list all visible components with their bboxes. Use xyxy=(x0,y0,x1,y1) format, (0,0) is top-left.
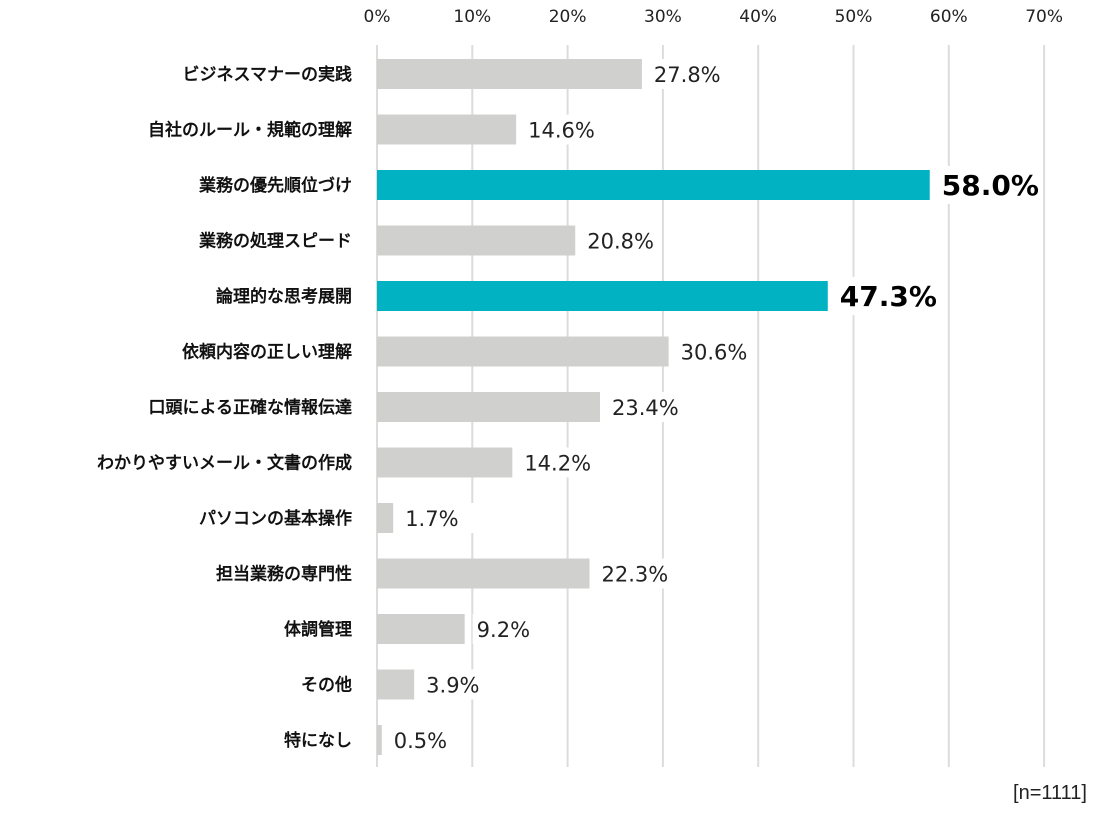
x-tick-label: 60% xyxy=(930,7,968,27)
bar xyxy=(377,503,394,533)
value-label-background xyxy=(649,59,728,89)
category-label: 特になし xyxy=(284,730,352,751)
x-tick-label: 10% xyxy=(453,7,491,27)
category-label: 自社のルール・規範の理解 xyxy=(148,120,352,141)
value-label-background xyxy=(401,503,480,533)
category-label: 担当業務の専門性 xyxy=(216,564,352,585)
value-label-background xyxy=(472,614,551,644)
bar xyxy=(377,59,642,89)
bar xyxy=(377,669,415,700)
value-label: 3.9% xyxy=(426,674,479,698)
value-label-background xyxy=(937,166,1043,204)
bar xyxy=(377,614,465,644)
value-label-background xyxy=(676,336,755,367)
value-label: 47.3% xyxy=(840,280,937,313)
value-label-background xyxy=(520,447,599,478)
bar xyxy=(377,447,513,478)
category-label: パソコンの基本操作 xyxy=(199,508,352,529)
value-label: 9.2% xyxy=(477,618,530,642)
value-label: 23.4% xyxy=(612,396,679,420)
value-label: 14.6% xyxy=(528,119,595,143)
value-label: 1.7% xyxy=(405,507,458,531)
value-label-background xyxy=(524,114,603,145)
value-label: 58.0% xyxy=(942,169,1039,202)
value-label-background xyxy=(597,558,676,589)
sample-size-note: [n=1111] xyxy=(1013,782,1087,804)
bar xyxy=(377,336,669,367)
category-label: 体調管理 xyxy=(284,619,352,640)
value-label: 30.6% xyxy=(681,341,748,365)
value-label: 27.8% xyxy=(654,63,721,87)
category-label: ビジネスマナーの実践 xyxy=(183,64,353,85)
category-label: 論理的な思考展開 xyxy=(216,286,352,307)
bar xyxy=(377,114,517,145)
value-label-background xyxy=(608,392,687,422)
bar xyxy=(377,225,576,256)
x-tick-label: 30% xyxy=(644,7,682,27)
bar xyxy=(377,558,590,589)
category-label: その他 xyxy=(301,675,352,696)
value-label-background xyxy=(835,277,941,315)
bar xyxy=(377,281,828,311)
category-label: 依頼内容の正しい理解 xyxy=(182,342,352,363)
category-label: わかりやすいメール・文書の作成 xyxy=(97,453,352,474)
bar xyxy=(377,725,382,755)
value-label-background xyxy=(583,225,662,256)
bar xyxy=(377,170,930,200)
bar xyxy=(377,392,601,422)
x-tick-label: 0% xyxy=(364,7,391,27)
x-tick-label: 50% xyxy=(835,7,873,27)
value-label: 0.5% xyxy=(394,729,447,753)
value-label-background xyxy=(422,669,501,700)
x-tick-label: 40% xyxy=(739,7,777,27)
value-label: 22.3% xyxy=(602,563,669,587)
category-label: 口頭による正確な情報伝達 xyxy=(149,397,353,418)
value-label: 14.2% xyxy=(524,452,591,476)
value-label: 20.8% xyxy=(587,230,654,254)
category-label: 業務の優先順位づけ xyxy=(199,175,352,196)
x-tick-label: 70% xyxy=(1025,7,1063,27)
category-label: 業務の処理スピード xyxy=(199,231,352,252)
value-label-background xyxy=(389,725,468,755)
x-tick-label: 20% xyxy=(549,7,587,27)
